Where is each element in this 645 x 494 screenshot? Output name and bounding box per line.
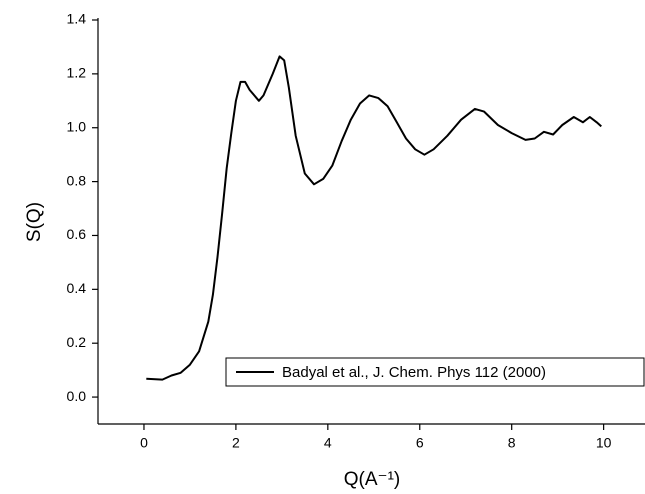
- y-tick-label: 0.6: [67, 226, 87, 242]
- legend-label: Badyal et al., J. Chem. Phys 112 (2000): [282, 364, 546, 381]
- legend-box: [225, 357, 645, 387]
- x-tick-label: 4: [324, 435, 332, 451]
- y-tick-label: 1.0: [67, 118, 87, 134]
- x-tick-label: 2: [232, 435, 240, 451]
- data-line: [146, 55, 602, 381]
- x-tick-label: 10: [596, 435, 612, 451]
- y-tick-label: 0.0: [67, 388, 87, 404]
- y-tick-label: 0.8: [67, 172, 87, 188]
- y-tick-label: 1.4: [67, 11, 87, 27]
- x-tick-label: 0: [140, 435, 148, 451]
- x-tick-label: 8: [508, 435, 516, 451]
- y-tick-label: 1.2: [67, 65, 87, 81]
- x-tick-label: 6: [416, 435, 424, 451]
- y-tick-label: 0.4: [67, 280, 87, 296]
- y-axis-title: S(Q): [24, 202, 45, 242]
- y-tick-label: 0.2: [67, 334, 87, 350]
- x-axis-title: Q(A⁻¹): [344, 469, 400, 490]
